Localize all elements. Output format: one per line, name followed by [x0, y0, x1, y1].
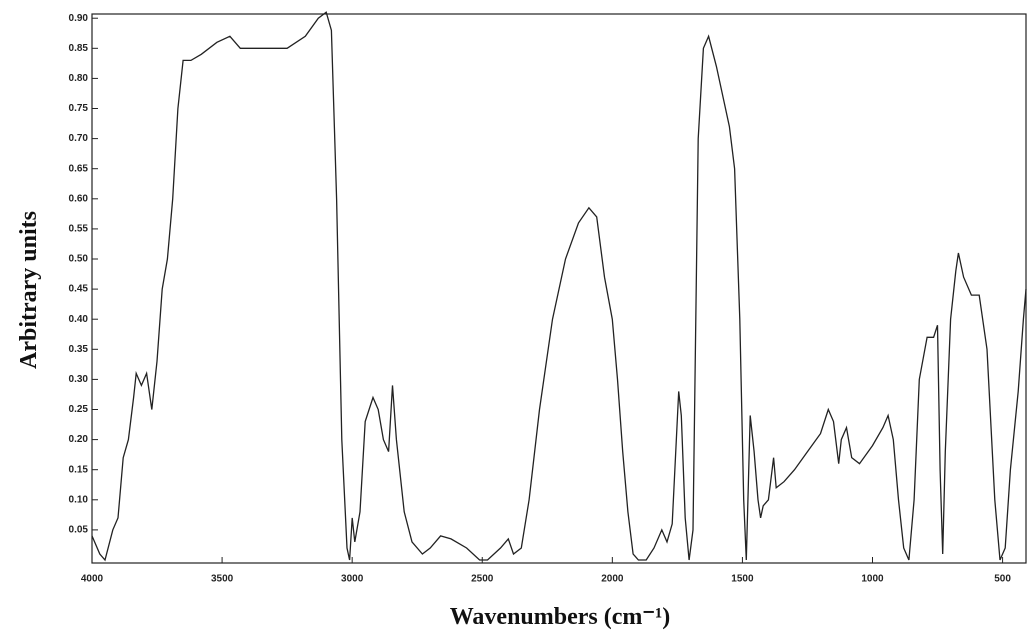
x-tick-label: 500 [994, 574, 1011, 585]
y-tick-label: 0.85 [69, 43, 89, 54]
y-tick-label: 0.90 [69, 13, 89, 24]
y-tick-label: 0.35 [69, 344, 89, 355]
y-tick-label: 0.75 [69, 103, 89, 114]
spectrum-line [91, 11, 1027, 562]
x-tick-label: 3000 [341, 574, 364, 585]
y-tick-label: 0.45 [69, 284, 89, 295]
plot-frame [91, 13, 1027, 564]
y-tick-label: 0.25 [69, 404, 89, 415]
y-tick-label: 0.50 [69, 254, 89, 265]
x-tick-label: 3500 [211, 574, 234, 585]
x-tick-label: 2000 [601, 574, 624, 585]
x-axis-label: Wavenumbers (cm⁻¹) [450, 604, 671, 630]
y-tick-label: 0.60 [69, 193, 89, 204]
y-axis-label: Arbitrary units [16, 211, 42, 369]
y-tick-label: 0.40 [69, 314, 89, 325]
y-tick-label: 0.20 [69, 434, 89, 445]
x-tick-label: 2500 [471, 574, 494, 585]
x-tick-label: 1000 [861, 574, 884, 585]
x-tick-label: 4000 [81, 574, 104, 585]
y-tick-label: 0.55 [69, 224, 89, 235]
y-tick-label: 0.80 [69, 73, 89, 84]
y-tick-label: 0.15 [69, 464, 89, 475]
y-tick-label: 0.05 [69, 525, 89, 536]
y-tick-label: 0.65 [69, 163, 89, 174]
y-tick-label: 0.10 [69, 494, 89, 505]
y-tick-label: 0.70 [69, 133, 89, 144]
y-tick-label: 0.30 [69, 374, 89, 385]
x-tick-label: 1500 [731, 574, 754, 585]
